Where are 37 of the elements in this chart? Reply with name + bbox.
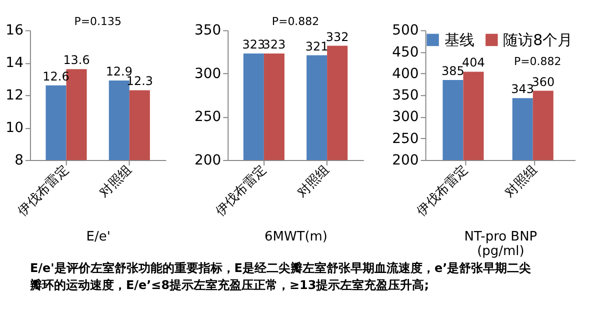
x-tick-label: 对照组 <box>294 162 333 201</box>
legend-label: 基线 <box>444 30 474 49</box>
text: P=0.882 <box>272 15 320 28</box>
x-axis-title: NT-pro BNP (pg/ml) <box>464 229 538 260</box>
legend-label: 随访8个月 <box>503 30 573 49</box>
data-label: 404 <box>462 56 485 70</box>
y-tick-label: 12 <box>6 88 24 104</box>
text: P=0.135 <box>74 15 122 28</box>
y-tick-label: 300 <box>392 109 419 126</box>
y-tick-label: 500 <box>392 22 419 39</box>
x-axis-title: E/e' <box>86 229 110 244</box>
data-label: 13.6 <box>63 53 90 68</box>
y-tick-label: 16 <box>6 22 24 39</box>
y-tick-label: 200 <box>392 152 419 168</box>
y-tick-label: 10 <box>6 120 24 136</box>
x-tick-label: 对照组 <box>502 162 541 201</box>
y-tick-label: 200 <box>194 152 222 168</box>
y-tick-label: 350 <box>392 88 419 104</box>
y-tick-label: 250 <box>194 109 222 126</box>
data-label: 323 <box>262 38 286 52</box>
x-tick-label: 对照组 <box>96 162 136 201</box>
y-tick-label: 450 <box>392 44 419 60</box>
y-tick-label: 250 <box>392 130 419 147</box>
y-tick-label: 14 <box>6 55 24 72</box>
data-label: 343 <box>511 82 534 96</box>
y-tick-label: 400 <box>392 66 419 82</box>
annotation: P=0.882 <box>514 55 562 68</box>
x-axis-title: 6MWT(m) <box>264 229 328 244</box>
y-tick-label: 8 <box>14 152 24 168</box>
data-label: 360 <box>532 74 555 89</box>
y-tick-label: 350 <box>194 22 222 39</box>
data-label: 332 <box>326 30 349 44</box>
y-tick-label: 300 <box>194 66 222 82</box>
text: E/e'是评价左室舒张功能的重要指标，E是经二尖瓣左室舒张早期血流速度，e’是舒张早期二尖瓣环的运动速度，E/e’≤8提示左室充盈压正常，≥13提示左室充盈压升高; <box>28 260 532 292</box>
data-label: 323 <box>242 38 266 52</box>
data-label: 321 <box>305 39 328 54</box>
data-label: 385 <box>442 64 464 78</box>
